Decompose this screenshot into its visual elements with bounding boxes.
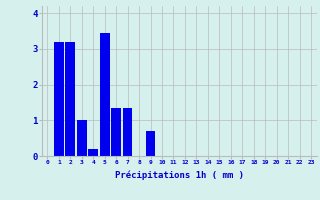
X-axis label: Précipitations 1h ( mm ): Précipitations 1h ( mm ) bbox=[115, 171, 244, 180]
Bar bbox=[54, 42, 64, 156]
Bar bbox=[111, 108, 121, 156]
Bar bbox=[77, 120, 87, 156]
Bar bbox=[123, 108, 132, 156]
Bar bbox=[146, 131, 156, 156]
Bar bbox=[65, 42, 75, 156]
Bar bbox=[100, 33, 109, 156]
Bar bbox=[88, 149, 98, 156]
